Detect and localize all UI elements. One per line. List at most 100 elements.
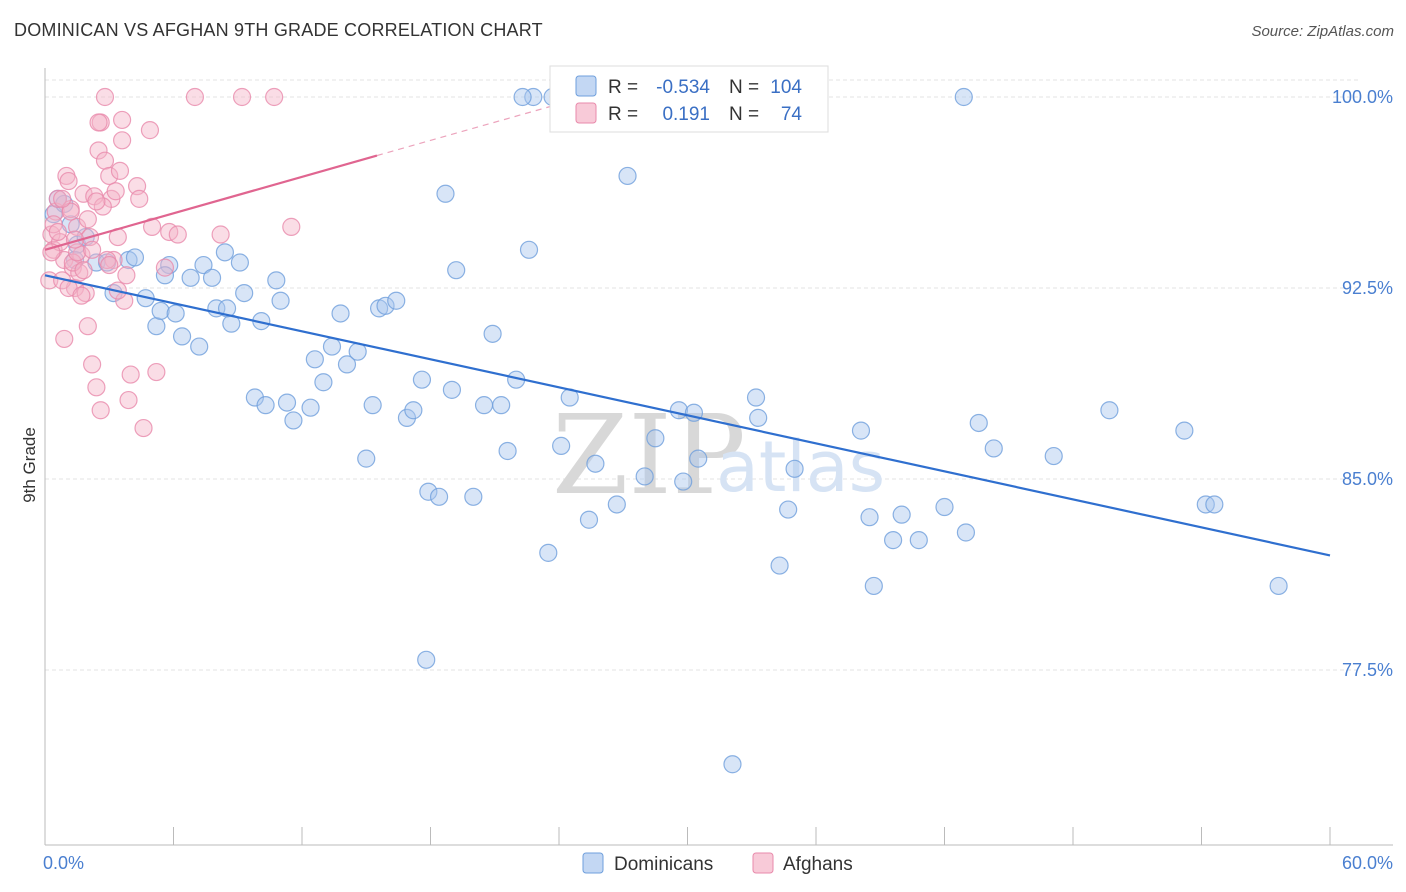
dominican-point (404, 401, 423, 420)
dominican-point (935, 497, 954, 517)
afghan-point (265, 87, 284, 107)
x-tick-labels: 0.0% 60.0% (43, 853, 1393, 873)
stats-legend: R = -0.534 N = 104 R = 0.191 N = 74 (549, 65, 829, 133)
afghan-point (78, 317, 97, 336)
dominican-point (230, 253, 249, 272)
dominican-point (305, 350, 324, 369)
dominican-point (301, 398, 320, 417)
dominican-point (749, 408, 768, 427)
dominican-point (689, 449, 708, 468)
legend-afghans-swatch (752, 852, 774, 874)
afghan-trend-line (44, 154, 378, 251)
y-tick-label: 100.0% (1332, 87, 1393, 107)
gridlines (45, 79, 1360, 671)
dominican-point (322, 337, 342, 356)
dominican-point (215, 243, 234, 262)
dominican-point (190, 337, 209, 356)
dominican-point (498, 441, 517, 461)
dominican-point (519, 240, 539, 259)
dominican-point (779, 500, 798, 519)
dominican-point (646, 429, 665, 448)
legend-afghans-label: Afghans (783, 854, 853, 875)
afghan-point (83, 355, 102, 374)
afghan-point (89, 113, 108, 132)
afghan-point (95, 87, 115, 107)
dominican-point (1269, 576, 1288, 596)
dominican-point (579, 510, 599, 529)
watermark-zip: ZIP (552, 391, 746, 519)
dominican-point (492, 396, 511, 415)
dominican-point (166, 304, 185, 323)
x-tick-label-max: 60.0% (1342, 853, 1393, 873)
dominican-point (337, 355, 357, 374)
afghan-swatch (575, 102, 597, 124)
afghan-point (53, 189, 72, 208)
dominican-points (44, 87, 1288, 774)
dominican-point (909, 531, 928, 550)
dominican-point (746, 388, 766, 407)
dominican-point (1205, 495, 1224, 514)
dominican-point (417, 650, 436, 669)
dominican-point (770, 556, 789, 575)
afghan-point (91, 401, 110, 420)
afghan-point (55, 329, 74, 349)
dominican-r-label: R = (608, 77, 638, 98)
afghan-r-label: R = (608, 104, 638, 125)
dominican-point (235, 283, 254, 303)
afghan-point (232, 87, 252, 107)
afghan-point (168, 225, 187, 244)
afghan-point (59, 171, 78, 191)
dominican-point (284, 411, 303, 430)
afghan-trend-extension (376, 91, 602, 157)
y-tick-label: 85.0% (1342, 469, 1393, 489)
trend-lines (44, 91, 1331, 557)
dominican-point (464, 487, 483, 506)
dominican-point (397, 408, 417, 427)
afghan-point (117, 266, 136, 285)
dominican-swatch (575, 75, 597, 97)
dominican-trend-line (44, 274, 1331, 557)
dominican-point (202, 268, 222, 287)
afghan-n-label: N = (729, 104, 759, 125)
dominican-point (883, 531, 903, 550)
afghan-r-value: 0.191 (662, 104, 710, 125)
afghan-point (61, 202, 80, 221)
dominican-point (147, 317, 166, 336)
watermark: ZIP atlas (552, 391, 885, 519)
dominican-point (376, 296, 395, 315)
dominican-point (172, 327, 192, 346)
dominican-point (419, 482, 438, 501)
afghan-point (89, 141, 108, 160)
afghan-point (147, 362, 166, 382)
legend-dominicans-swatch (582, 852, 604, 874)
afghan-point (185, 87, 205, 107)
afghan-point (140, 121, 160, 140)
source-credit: Source: ZipAtlas.com (1251, 23, 1394, 40)
afghan-point (121, 365, 140, 384)
dominican-point (539, 543, 558, 562)
dominican-point (125, 248, 145, 267)
dominican-point (181, 268, 200, 287)
dominican-point (513, 87, 532, 107)
chart-title: DOMINICAN VS AFGHAN 9TH GRADE CORRELATIO… (14, 20, 543, 40)
dominican-point (271, 291, 290, 310)
dominican-point (851, 421, 871, 440)
dominican-point (635, 467, 654, 486)
afghan-points (40, 87, 301, 438)
dominican-point (357, 449, 376, 468)
dominican-point (864, 576, 883, 596)
dominican-point (954, 87, 973, 107)
dominican-point (723, 755, 742, 774)
dominican-point (483, 324, 502, 343)
dominican-point (429, 487, 449, 506)
dominican-point (155, 266, 175, 285)
afghan-point (95, 151, 115, 170)
series-legend: Dominicans Afghans (582, 852, 853, 875)
dominican-n-value: 104 (770, 77, 802, 98)
dominican-point (669, 401, 689, 420)
dominican-point (1044, 446, 1063, 466)
dominican-point (442, 380, 462, 399)
y-tick-label: 92.5% (1342, 278, 1393, 298)
afghan-point (87, 378, 106, 397)
dominican-point (618, 166, 637, 186)
